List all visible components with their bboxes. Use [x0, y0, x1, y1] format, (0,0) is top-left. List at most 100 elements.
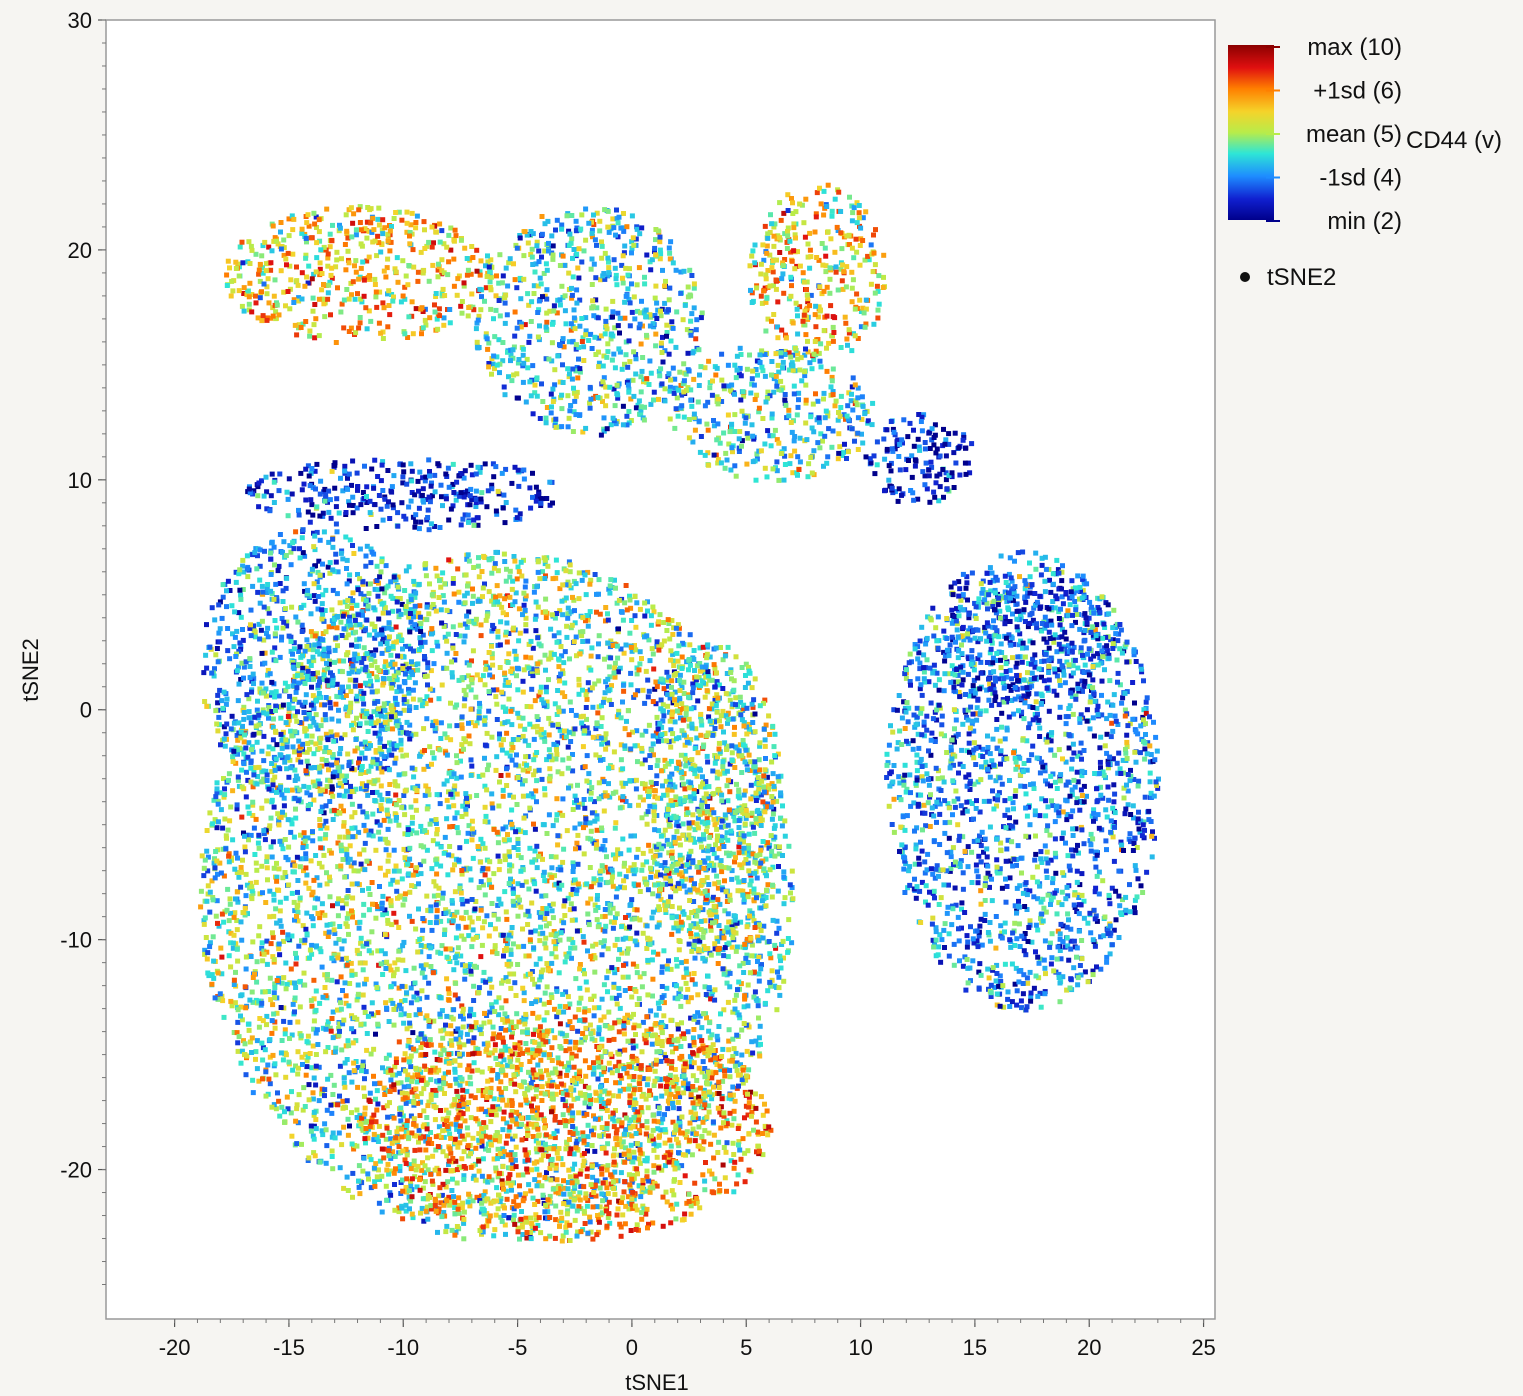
data-point — [618, 609, 624, 615]
data-point — [779, 942, 785, 947]
data-point — [636, 1183, 642, 1189]
data-point — [617, 871, 623, 877]
data-point — [470, 1198, 476, 1204]
data-point — [328, 1072, 334, 1078]
data-point — [510, 879, 515, 885]
data-point — [729, 704, 735, 710]
data-point — [770, 771, 776, 777]
data-point — [534, 778, 540, 784]
data-point — [650, 604, 656, 610]
data-point — [578, 1183, 584, 1189]
data-point — [612, 970, 618, 976]
data-point — [509, 741, 515, 747]
data-point — [312, 674, 318, 680]
data-point — [297, 864, 303, 870]
data-point — [309, 914, 314, 920]
data-point — [454, 1088, 460, 1094]
data-point — [266, 744, 272, 750]
data-point — [294, 1102, 300, 1108]
data-point — [414, 997, 420, 1003]
data-point — [504, 750, 510, 756]
data-point — [500, 704, 506, 710]
data-point — [345, 1038, 351, 1044]
data-point — [330, 921, 336, 927]
data-point — [679, 960, 685, 966]
data-point — [329, 1134, 335, 1140]
data-point — [645, 599, 650, 605]
data-point — [322, 1093, 327, 1099]
data-point — [387, 782, 393, 787]
data-point — [600, 914, 605, 920]
data-point — [676, 643, 682, 649]
data-point — [438, 1042, 444, 1048]
data-point — [611, 749, 617, 755]
data-point — [400, 1113, 406, 1119]
data-point — [730, 1036, 736, 1042]
data-point — [455, 996, 461, 1002]
data-point — [382, 932, 388, 937]
data-point — [404, 699, 410, 705]
data-point — [576, 1047, 582, 1053]
data-point — [327, 799, 333, 804]
data-point — [693, 682, 699, 688]
data-point — [524, 1027, 530, 1033]
data-point — [279, 841, 285, 847]
data-point — [298, 799, 304, 805]
data-point — [610, 1093, 616, 1099]
data-point — [500, 793, 506, 799]
data-point — [727, 789, 733, 795]
data-point — [730, 1054, 736, 1059]
data-point — [345, 1132, 351, 1138]
data-point — [468, 968, 474, 974]
data-point — [637, 794, 643, 800]
data-point — [543, 596, 549, 602]
data-point — [450, 867, 456, 873]
data-point — [605, 676, 611, 682]
data-point — [264, 1022, 269, 1028]
data-point — [750, 1050, 756, 1056]
data-point — [464, 1125, 470, 1131]
data-point — [444, 752, 450, 758]
data-point — [533, 888, 539, 894]
data-point — [505, 832, 510, 837]
data-point — [628, 670, 634, 676]
data-point — [335, 952, 341, 958]
data-point — [369, 662, 375, 668]
data-point — [521, 602, 527, 608]
data-point — [396, 1070, 402, 1076]
data-point — [622, 726, 628, 732]
data-point — [678, 986, 684, 992]
data-point — [202, 947, 208, 953]
data-point — [576, 884, 582, 890]
data-point — [757, 743, 763, 749]
data-point — [538, 974, 544, 980]
data-point — [493, 1034, 499, 1039]
data-point — [572, 825, 578, 831]
data-point — [566, 1060, 571, 1066]
data-point — [310, 1096, 316, 1102]
data-point — [755, 1003, 761, 1009]
data-point — [433, 608, 439, 614]
data-point — [503, 629, 509, 635]
data-point — [496, 803, 502, 809]
data-point — [289, 821, 295, 827]
data-point — [231, 932, 237, 938]
data-point — [340, 988, 345, 993]
data-point — [511, 845, 517, 850]
data-point — [359, 1068, 364, 1074]
data-point — [248, 832, 254, 838]
data-point — [731, 813, 737, 819]
data-point — [672, 995, 678, 1001]
data-point — [528, 638, 534, 644]
data-point — [523, 1041, 529, 1046]
data-point — [311, 1018, 317, 1024]
data-point — [242, 984, 248, 990]
data-point — [729, 876, 735, 882]
data-point — [450, 645, 456, 651]
data-point — [349, 801, 355, 807]
data-point — [410, 696, 416, 702]
data-point — [576, 676, 582, 682]
data-point — [424, 994, 430, 1000]
data-point — [465, 803, 470, 809]
data-point — [233, 760, 239, 766]
